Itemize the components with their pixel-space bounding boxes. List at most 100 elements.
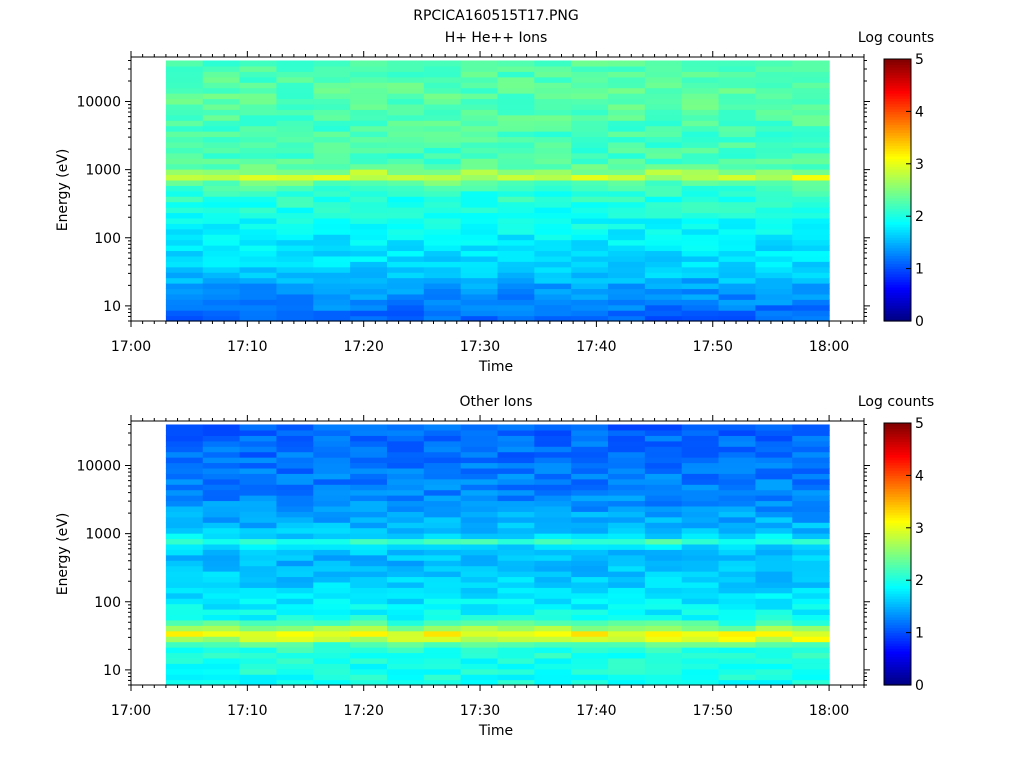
heatmap-cell xyxy=(681,603,720,610)
heatmap-cell xyxy=(165,516,204,523)
heatmap-cell xyxy=(386,250,425,257)
heatmap-cell xyxy=(165,310,204,317)
colorbar-segment xyxy=(884,150,911,154)
heatmap-cell xyxy=(313,250,351,257)
heatmap-cell xyxy=(571,668,609,675)
heatmap-cell xyxy=(681,429,720,436)
heatmap-cell xyxy=(386,478,425,485)
colorbar-segment xyxy=(884,498,911,503)
heatmap-cell xyxy=(571,82,609,89)
heatmap-cell xyxy=(792,581,830,588)
colorbar-segment xyxy=(884,535,911,539)
heatmap-cell xyxy=(460,511,499,518)
heatmap-cell xyxy=(239,255,278,262)
heatmap-cell xyxy=(644,82,683,89)
heatmap-cell xyxy=(239,679,278,686)
colorbar-segment xyxy=(884,640,911,644)
heatmap-cell xyxy=(460,261,499,268)
heatmap-cell xyxy=(681,457,720,464)
colorbar-segment xyxy=(884,72,911,76)
colorbar-segment xyxy=(884,66,911,71)
colorbar-segment xyxy=(884,496,911,500)
heatmap-cell xyxy=(608,163,646,170)
heatmap-cell xyxy=(571,560,609,567)
heatmap-cell xyxy=(313,592,351,599)
heatmap-cell xyxy=(202,266,241,273)
heatmap-cell xyxy=(239,131,278,138)
heatmap-cell xyxy=(792,516,830,523)
heatmap-cell xyxy=(350,500,388,507)
heatmap-cell xyxy=(202,245,241,252)
heatmap-cell xyxy=(792,424,830,431)
heatmap-cell xyxy=(423,114,462,121)
heatmap-cell xyxy=(755,185,793,192)
heatmap-cell xyxy=(644,98,683,105)
colorbar-segment xyxy=(884,250,911,254)
heatmap-cell xyxy=(644,679,683,686)
heatmap-cell xyxy=(792,65,830,72)
heatmap-cell xyxy=(718,310,756,317)
colorbar-segment xyxy=(884,210,911,215)
heatmap-cell xyxy=(386,109,425,116)
heatmap-cell xyxy=(792,565,830,572)
heatmap-cell xyxy=(718,603,756,610)
heatmap-cell xyxy=(497,451,535,458)
heatmap-cell xyxy=(497,76,535,83)
heatmap-cell xyxy=(423,201,462,208)
heatmap-cell xyxy=(534,114,572,121)
heatmap-cell xyxy=(718,293,756,300)
heatmap-cell xyxy=(386,511,425,518)
heatmap-cell xyxy=(644,207,683,214)
heatmap-cell xyxy=(423,500,462,507)
heatmap-cell xyxy=(239,315,278,322)
heatmap-cell xyxy=(497,549,535,556)
heatmap-cell xyxy=(497,120,535,127)
heatmap-cell xyxy=(423,549,462,556)
heatmap-cell xyxy=(718,304,756,311)
heatmap-cell xyxy=(423,457,462,464)
heatmap-cell xyxy=(313,484,351,491)
heatmap-cell xyxy=(423,636,462,643)
heatmap-cell xyxy=(755,663,793,670)
heatmap-cell xyxy=(460,473,499,480)
heatmap-cell xyxy=(644,587,683,594)
heatmap-cell xyxy=(165,71,204,78)
heatmap-cell xyxy=(608,625,646,632)
heatmap-cell xyxy=(718,103,756,110)
heatmap-cell xyxy=(350,674,388,681)
heatmap-cell xyxy=(313,93,351,100)
heatmap-cell xyxy=(497,212,535,219)
colorbar-segment xyxy=(884,59,911,63)
heatmap-cell xyxy=(571,212,609,219)
heatmap-cell xyxy=(276,196,314,203)
heatmap-cell xyxy=(571,315,609,322)
heatmap-cell xyxy=(313,174,351,181)
heatmap-cell xyxy=(681,587,720,594)
heatmap-cell xyxy=(792,228,830,235)
heatmap-cell xyxy=(460,457,499,464)
heatmap-cell xyxy=(313,277,351,284)
heatmap-cell xyxy=(755,636,793,643)
heatmap-cell xyxy=(386,174,425,181)
heatmap-cell xyxy=(423,98,462,105)
heatmap-cell xyxy=(386,185,425,192)
colorbar-segment xyxy=(884,192,911,196)
heatmap-cell xyxy=(386,625,425,632)
heatmap-cell xyxy=(534,179,572,186)
heatmap-cell xyxy=(571,603,609,610)
heatmap-cell xyxy=(644,489,683,496)
heatmap-cell xyxy=(313,652,351,659)
colorbar-segment xyxy=(884,252,911,257)
heatmap-cell xyxy=(792,533,830,540)
heatmap-cell xyxy=(202,131,241,138)
heatmap-cell xyxy=(350,207,388,214)
heatmap-cell xyxy=(792,82,830,89)
heatmap-cell xyxy=(718,245,756,252)
heatmap-cell xyxy=(239,668,278,675)
heatmap-cell xyxy=(276,250,314,257)
heatmap-cell xyxy=(460,489,499,496)
heatmap-cell xyxy=(681,158,720,165)
heatmap-cell xyxy=(644,136,683,143)
heatmap-cell xyxy=(202,234,241,241)
